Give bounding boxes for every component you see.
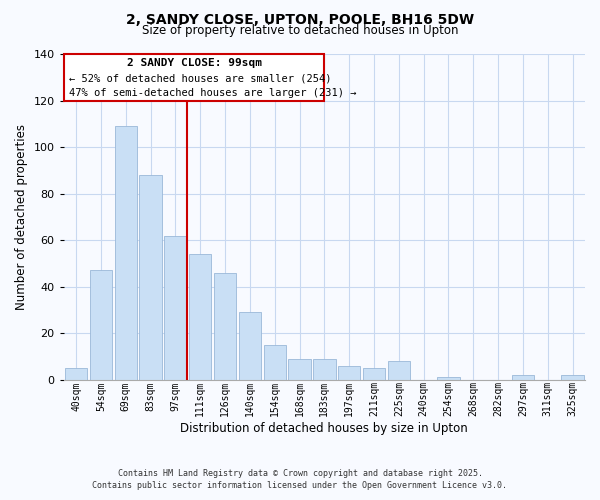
Text: Contains HM Land Registry data © Crown copyright and database right 2025.
Contai: Contains HM Land Registry data © Crown c… (92, 468, 508, 490)
Bar (239, 312, 261, 380)
Y-axis label: Number of detached properties: Number of detached properties (15, 124, 28, 310)
Bar (388, 361, 410, 380)
Bar (363, 368, 385, 380)
Text: 2 SANDY CLOSE: 99sqm: 2 SANDY CLOSE: 99sqm (127, 58, 262, 68)
Text: Size of property relative to detached houses in Upton: Size of property relative to detached ho… (142, 24, 458, 37)
Text: 47% of semi-detached houses are larger (231) →: 47% of semi-detached houses are larger (… (69, 88, 356, 98)
Bar (263, 345, 286, 380)
Bar (65, 368, 87, 380)
X-axis label: Distribution of detached houses by size in Upton: Distribution of detached houses by size … (181, 422, 468, 435)
FancyBboxPatch shape (64, 54, 325, 101)
Bar (437, 378, 460, 380)
Bar (90, 270, 112, 380)
Text: ← 52% of detached houses are smaller (254): ← 52% of detached houses are smaller (25… (69, 74, 331, 84)
Bar (512, 375, 534, 380)
Bar (214, 273, 236, 380)
Bar (313, 359, 335, 380)
Bar (338, 366, 361, 380)
Bar (164, 236, 187, 380)
Text: 2, SANDY CLOSE, UPTON, POOLE, BH16 5DW: 2, SANDY CLOSE, UPTON, POOLE, BH16 5DW (126, 12, 474, 26)
Bar (189, 254, 211, 380)
Bar (562, 375, 584, 380)
Bar (115, 126, 137, 380)
Bar (289, 359, 311, 380)
Bar (139, 175, 162, 380)
